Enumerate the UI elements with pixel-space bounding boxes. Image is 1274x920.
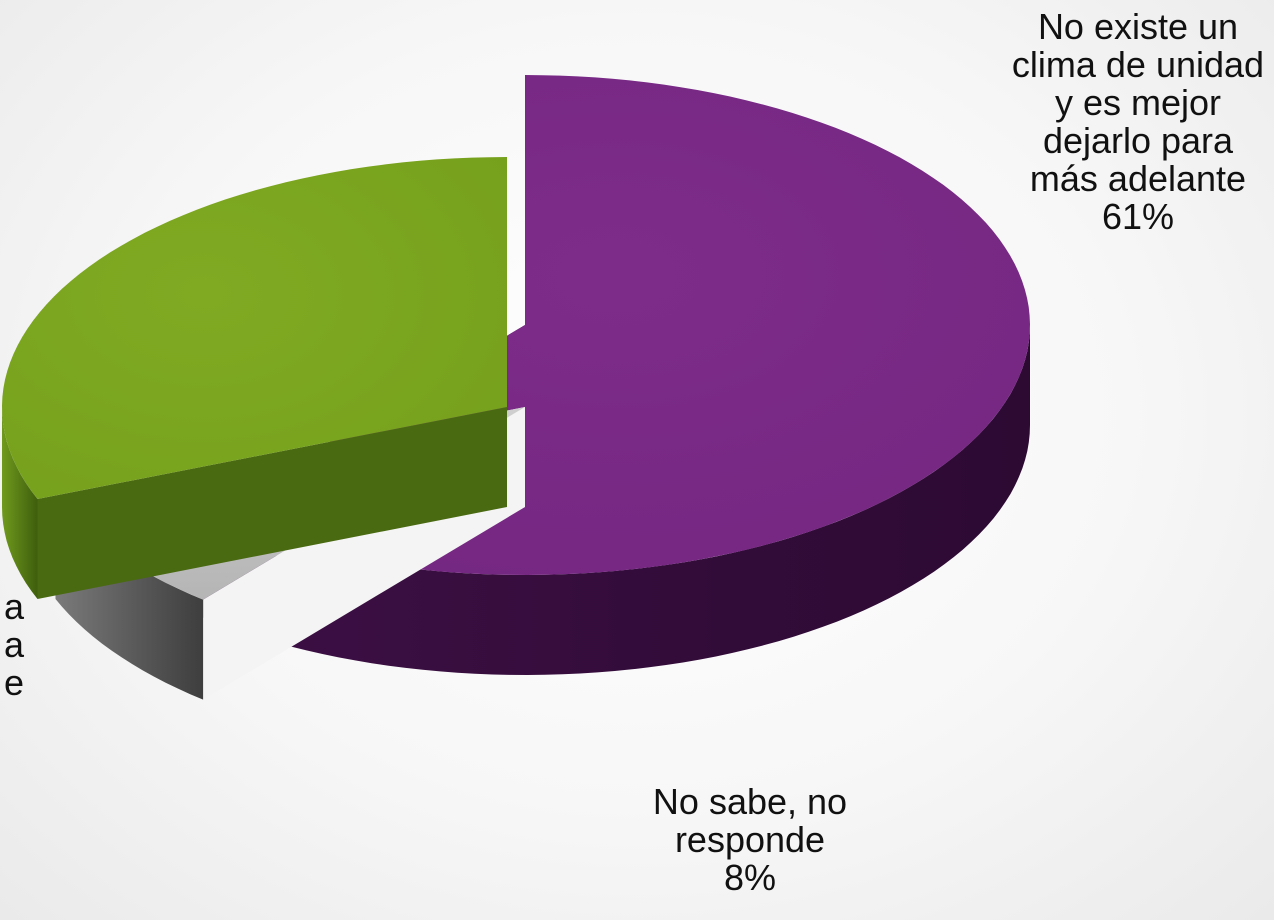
- slice-label-fragment: a: [3, 624, 24, 665]
- slice-label-text: No sabe, no responde: [652, 781, 848, 860]
- slice-label-value: 61%: [1101, 196, 1175, 237]
- slice-label-fragment: e: [3, 662, 24, 703]
- slice-label-text: No existe un clima de unidad y es mejor …: [1011, 6, 1265, 199]
- slice-green-side: [2, 407, 38, 599]
- slice-label-partial: a a e: [0, 588, 24, 702]
- slice-green-cut-face: [37, 407, 507, 599]
- slice-green: [2, 157, 507, 599]
- slice-label-fragment: a: [3, 586, 24, 627]
- slice-label-value: 8%: [723, 857, 777, 898]
- slice-label-no-sabe: No sabe, no responde 8%: [600, 783, 900, 897]
- slice-green-top: [2, 157, 507, 499]
- slice-label-main: No existe un clima de unidad y es mejor …: [1008, 8, 1268, 236]
- slice-main-side: [203, 325, 1031, 675]
